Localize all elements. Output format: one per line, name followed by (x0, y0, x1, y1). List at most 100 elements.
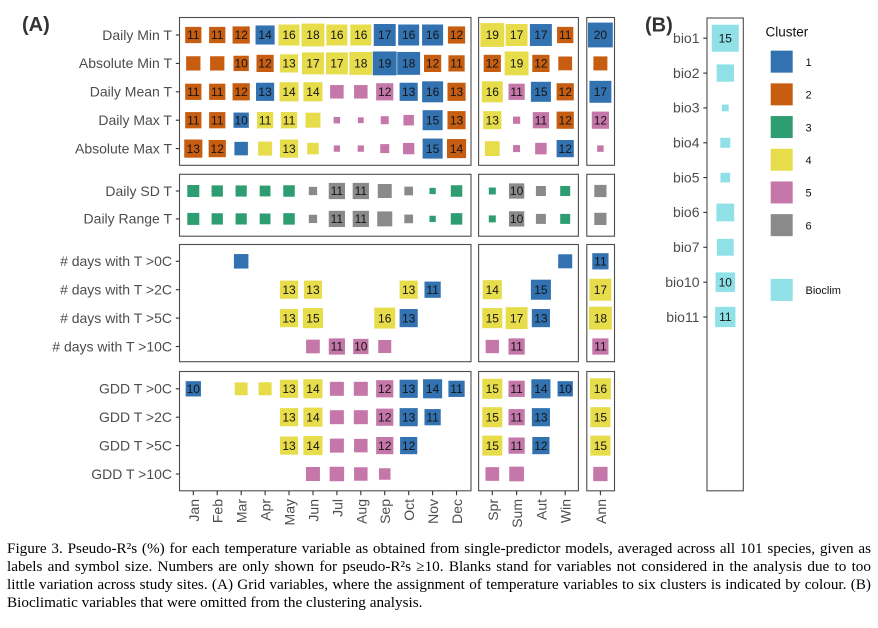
svg-text:17: 17 (534, 28, 548, 42)
svg-text:11: 11 (331, 184, 344, 198)
svg-text:14: 14 (486, 283, 500, 297)
svg-text:14: 14 (426, 382, 440, 396)
svg-text:14: 14 (306, 439, 320, 453)
svg-text:18: 18 (354, 57, 368, 71)
svg-text:15: 15 (306, 311, 320, 325)
svg-text:17: 17 (306, 57, 320, 71)
svg-text:May: May (282, 499, 298, 525)
svg-text:Win: Win (558, 499, 574, 523)
svg-text:11: 11 (187, 113, 200, 127)
svg-text:11: 11 (510, 85, 523, 99)
svg-text:13: 13 (282, 382, 296, 396)
svg-text:13: 13 (282, 439, 296, 453)
svg-text:11: 11 (355, 212, 368, 226)
svg-text:15: 15 (426, 142, 440, 156)
svg-text:11: 11 (331, 340, 344, 354)
svg-text:12: 12 (258, 57, 272, 71)
svg-text:11: 11 (259, 113, 272, 127)
svg-text:# days with T >5C: # days with T >5C (60, 310, 172, 326)
svg-text:Daily SD T: Daily SD T (105, 183, 172, 199)
svg-text:2: 2 (806, 90, 812, 102)
svg-text:15: 15 (594, 410, 608, 424)
svg-text:12: 12 (534, 57, 548, 71)
svg-text:15: 15 (486, 410, 500, 424)
svg-text:17: 17 (510, 311, 524, 325)
svg-text:11: 11 (559, 28, 572, 42)
svg-text:bio1: bio1 (673, 30, 700, 46)
svg-text:12: 12 (534, 439, 548, 453)
svg-text:Daily Min T: Daily Min T (102, 27, 172, 43)
svg-text:GDD T >2C: GDD T >2C (99, 409, 172, 425)
svg-text:GDD T >10C: GDD T >10C (91, 466, 172, 482)
svg-text:Oct: Oct (401, 499, 417, 521)
svg-text:11: 11 (719, 310, 732, 324)
svg-text:18: 18 (594, 311, 608, 325)
svg-text:bio2: bio2 (673, 65, 700, 81)
svg-text:10: 10 (234, 113, 248, 127)
svg-text:19: 19 (486, 28, 500, 42)
svg-text:13: 13 (534, 410, 548, 424)
svg-text:13: 13 (282, 57, 296, 71)
svg-text:Daily Range T: Daily Range T (84, 211, 173, 227)
svg-text:Spr: Spr (485, 499, 501, 521)
svg-text:13: 13 (486, 113, 500, 127)
svg-text:16: 16 (282, 28, 296, 42)
svg-text:bio5: bio5 (673, 169, 700, 185)
svg-text:Ann: Ann (593, 499, 609, 524)
svg-text:11: 11 (331, 212, 344, 226)
svg-text:Feb: Feb (210, 499, 226, 523)
svg-text:Dec: Dec (449, 499, 465, 524)
svg-text:12: 12 (426, 57, 440, 71)
svg-text:Mar: Mar (234, 499, 250, 523)
svg-text:15: 15 (486, 439, 500, 453)
svg-text:14: 14 (306, 382, 320, 396)
svg-text:bio4: bio4 (673, 135, 700, 151)
svg-text:11: 11 (594, 255, 607, 269)
svg-text:Absolute Min T: Absolute Min T (79, 55, 173, 71)
svg-text:11: 11 (426, 410, 439, 424)
svg-text:13: 13 (402, 283, 416, 297)
svg-text:14: 14 (282, 85, 296, 99)
svg-text:11: 11 (211, 85, 224, 99)
svg-text:17: 17 (510, 28, 524, 42)
svg-text:15: 15 (719, 31, 733, 45)
svg-text:13: 13 (402, 311, 416, 325)
svg-text:bio6: bio6 (673, 204, 700, 220)
svg-text:11: 11 (355, 184, 368, 198)
svg-text:12: 12 (378, 382, 392, 396)
svg-text:11: 11 (211, 28, 224, 42)
svg-text:14: 14 (306, 85, 320, 99)
svg-text:Apr: Apr (258, 499, 274, 521)
svg-text:11: 11 (283, 113, 296, 127)
svg-text:17: 17 (594, 85, 608, 99)
svg-text:12: 12 (402, 439, 416, 453)
svg-text:10: 10 (510, 184, 524, 198)
svg-text:17: 17 (330, 57, 344, 71)
svg-text:13: 13 (187, 142, 201, 156)
svg-text:13: 13 (450, 113, 464, 127)
svg-text:14: 14 (534, 382, 548, 396)
svg-text:13: 13 (402, 410, 416, 424)
svg-text:14: 14 (450, 142, 464, 156)
svg-text:13: 13 (282, 311, 296, 325)
svg-text:15: 15 (486, 311, 500, 325)
svg-text:Aug: Aug (353, 499, 369, 524)
svg-text:12: 12 (486, 57, 500, 71)
svg-text:Daily Mean T: Daily Mean T (90, 84, 173, 100)
svg-text:(B): (B) (645, 15, 673, 37)
svg-text:15: 15 (534, 283, 548, 297)
svg-text:16: 16 (354, 28, 368, 42)
svg-text:GDD T >5C: GDD T >5C (99, 437, 172, 453)
svg-text:11: 11 (535, 113, 548, 127)
svg-text:Jul: Jul (329, 499, 345, 517)
svg-text:10: 10 (510, 212, 524, 226)
svg-text:12: 12 (559, 113, 573, 127)
svg-text:GDD T >0C: GDD T >0C (99, 381, 172, 397)
svg-text:10: 10 (559, 382, 573, 396)
svg-text:(A): (A) (22, 14, 50, 36)
svg-text:1: 1 (806, 57, 812, 69)
svg-text:Jun: Jun (306, 499, 322, 522)
svg-text:10: 10 (719, 275, 733, 289)
svg-text:4: 4 (806, 155, 812, 167)
svg-text:bio10: bio10 (665, 274, 699, 290)
